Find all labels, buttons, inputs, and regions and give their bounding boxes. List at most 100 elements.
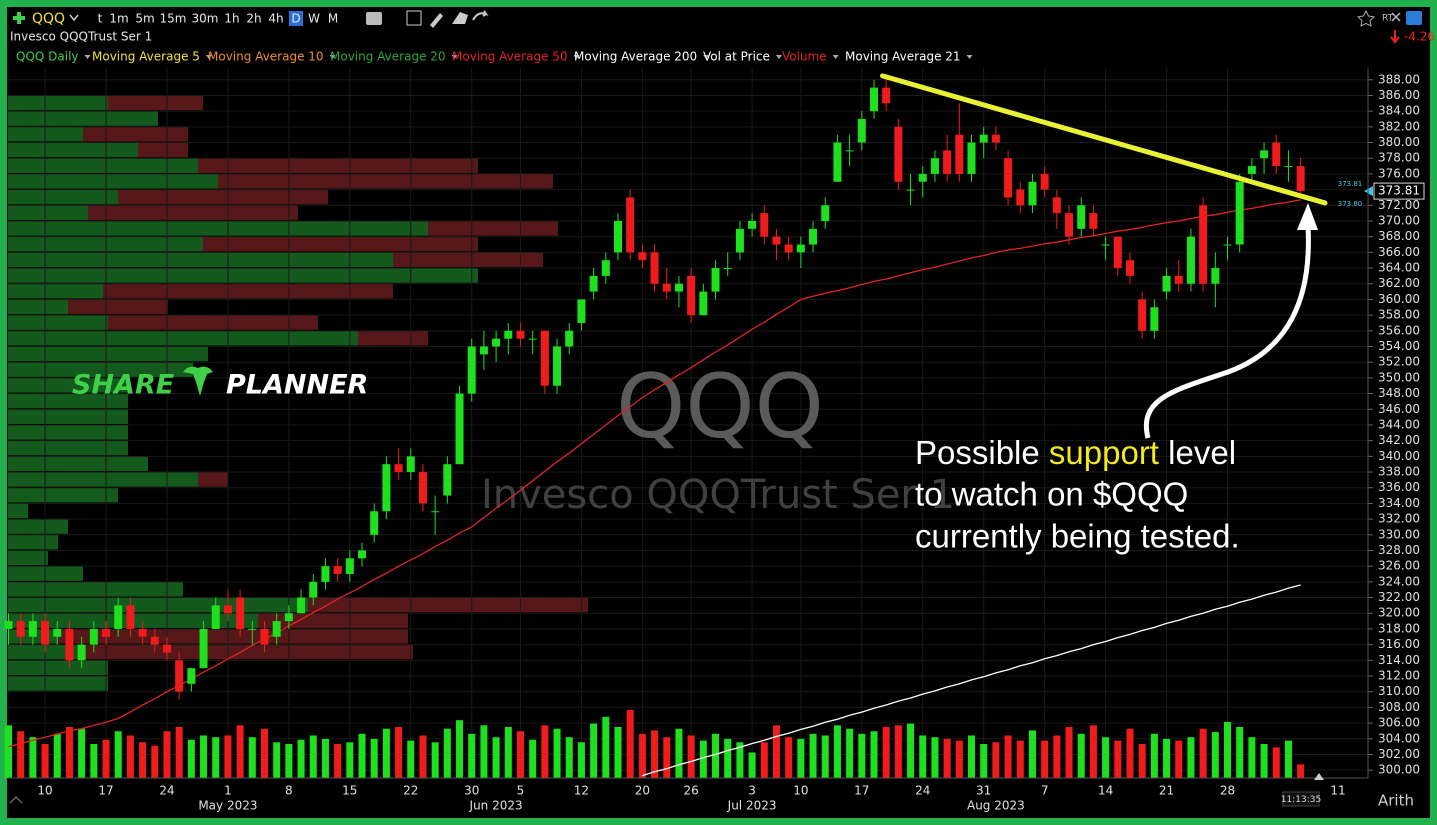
volume-bar [858, 733, 866, 778]
candle-body [760, 213, 769, 237]
timeframe[interactable]: t [98, 12, 103, 26]
chart-type-icon[interactable] [366, 12, 382, 25]
close-icon[interactable] [1391, 12, 1401, 22]
vap-down-bar [88, 205, 298, 220]
y-tick-label: 330.00 [1378, 527, 1420, 541]
volume-bar [5, 725, 12, 778]
timeframe[interactable]: 15m [160, 12, 187, 26]
toolbar: QQQ t 1m 5m 15m 30m 1h 2h 4h D W M RT Invesco QQQT… [10, 9, 1435, 44]
symbol-dropdown[interactable] [69, 14, 79, 22]
volume-bar [1211, 732, 1219, 778]
candle-body [1199, 205, 1208, 284]
link-icon[interactable] [1406, 11, 1422, 25]
x-tick-label: 20 [635, 784, 650, 798]
indicator-name[interactable]: Volume [782, 50, 827, 64]
y-tick-label: 370.00 [1378, 213, 1420, 227]
volume-bar [894, 725, 902, 778]
candle-body [382, 464, 391, 512]
volume-bar [443, 728, 451, 778]
grid-icon[interactable] [406, 10, 422, 26]
y-tick-label: 332.00 [1378, 512, 1420, 526]
vap-up-bar [8, 315, 108, 330]
candle-body [687, 275, 696, 316]
y-tick-label: 316.00 [1378, 637, 1420, 651]
candle-body [1125, 260, 1134, 276]
timeframe[interactable]: 2h [246, 12, 261, 26]
share-icon[interactable] [472, 10, 489, 21]
vap-up-bar [8, 393, 128, 409]
y-tick-label: 380.00 [1378, 135, 1420, 149]
candle-body [1260, 150, 1269, 159]
indicator-name[interactable]: Moving Average 5 [92, 50, 200, 64]
timeframe[interactable]: W [308, 12, 320, 26]
favorite-icon[interactable] [1356, 9, 1376, 27]
candle-body [626, 197, 635, 253]
candle-body [284, 613, 293, 622]
y-tick-label: 344.00 [1378, 417, 1420, 431]
timeframe[interactable]: 1h [224, 12, 239, 26]
timeframe[interactable]: D [291, 12, 300, 26]
vap-up-bar [8, 252, 393, 268]
volume-bar [614, 727, 622, 778]
timeframe[interactable]: 5m [135, 12, 154, 26]
x-tick-label: 17 [854, 784, 869, 798]
symbol[interactable]: QQQ [32, 11, 65, 27]
volume-bar [370, 738, 378, 778]
quote-label: 373.81 [1338, 180, 1363, 188]
indicator-name[interactable]: Moving Average 21 [845, 50, 961, 64]
volume-bar [1224, 721, 1231, 778]
y-tick-label: 382.00 [1378, 119, 1420, 133]
vap-down-bar [428, 220, 558, 236]
indicator-name[interactable]: QQQ Daily [16, 50, 79, 64]
volume-bar [1065, 727, 1073, 778]
y-tick-label: 308.00 [1378, 700, 1420, 714]
vap-down-bar [198, 472, 228, 487]
draw-icon[interactable] [430, 13, 443, 28]
candle-body [504, 330, 513, 339]
candle-body [1004, 158, 1013, 198]
logo-bull [183, 366, 213, 396]
add-icon[interactable] [13, 12, 25, 24]
candle-body [138, 628, 147, 637]
scale-mode[interactable]: Arith [1378, 792, 1414, 810]
timeframe[interactable]: M [328, 12, 338, 26]
vap-up-bar [8, 205, 88, 220]
indicator-menu-arrow [205, 55, 212, 59]
candle-body [918, 173, 927, 182]
candle-body [1211, 268, 1220, 284]
indicator-menu-arrow [451, 55, 458, 59]
volume-bar [590, 723, 598, 778]
vap-up-bar [8, 424, 128, 440]
candle-body [906, 189, 915, 191]
y-tick-label: 376.00 [1378, 166, 1420, 180]
vap-up-bar [8, 409, 128, 424]
volume-bar [17, 731, 25, 778]
volume-bar [212, 737, 220, 778]
y-tick-label: 378.00 [1378, 151, 1420, 165]
indicator-name[interactable]: Moving Average 20 [330, 50, 446, 64]
scroll-marker[interactable] [1314, 773, 1324, 780]
x-tick-label: 12 [574, 784, 589, 798]
timeframe[interactable]: 30m [192, 12, 219, 26]
indicator-name[interactable]: Moving Average 50 [452, 50, 568, 64]
indicator-name[interactable]: Moving Average 200 [574, 50, 697, 64]
candle-body [187, 668, 196, 684]
volume-bar [943, 738, 951, 778]
indicator-name[interactable]: Vol at Price [703, 50, 770, 64]
y-tick-label: 302.00 [1378, 747, 1420, 761]
change-arrow [1390, 30, 1400, 44]
candle-body [1235, 181, 1244, 245]
tag-icon[interactable] [452, 12, 468, 24]
volume-bar [748, 752, 756, 778]
candle-body [638, 252, 647, 261]
volume-bar [651, 730, 659, 778]
vap-up-bar [8, 534, 58, 550]
vap-down-bar [108, 95, 203, 111]
timeframe[interactable]: 4h [268, 12, 283, 26]
candle-body [1040, 173, 1049, 190]
candle-body [748, 220, 757, 229]
indicator-name[interactable]: Moving Average 10 [208, 50, 324, 64]
timeframe[interactable]: 1m [109, 12, 128, 26]
volume-bar [260, 728, 268, 778]
corner-icon[interactable] [9, 796, 23, 804]
